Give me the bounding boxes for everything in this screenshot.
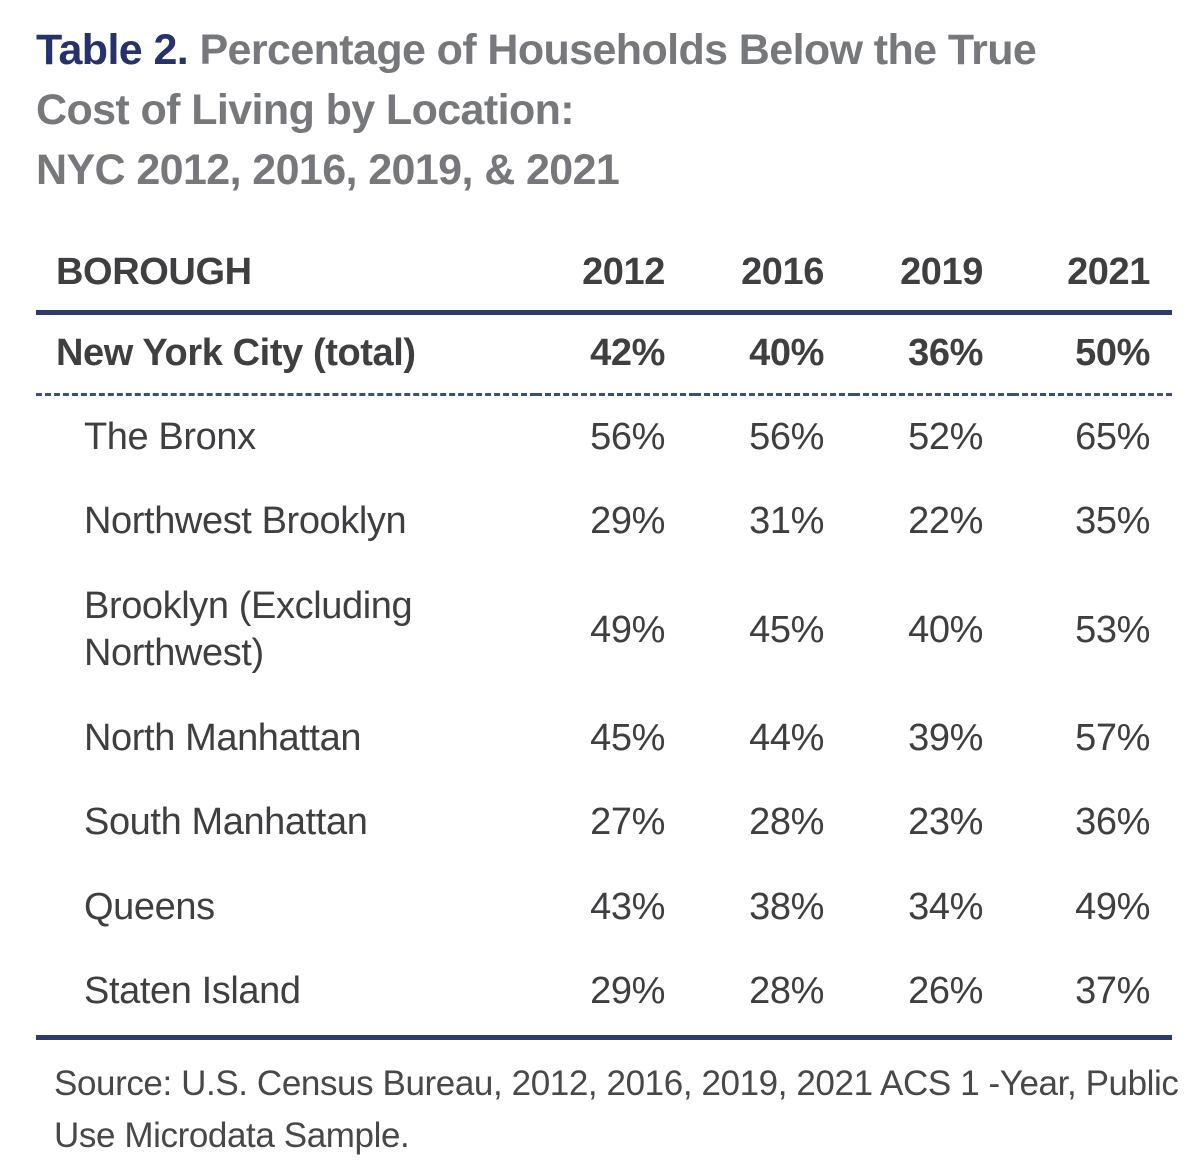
table-row-brooklyn-excluding-northwest: Brooklyn (Excluding Northwest) 49% 45% 4… [36, 565, 1172, 697]
true-cost-of-living-table: BOROUGH 2012 2016 2019 2021 New York Cit… [36, 246, 1172, 1040]
value-cell: 45% [749, 608, 824, 651]
value-cell: 31% [749, 500, 824, 543]
borough-cell: New York City (total) [36, 312, 536, 396]
value-cell: 43% [590, 885, 665, 928]
source-note-line1: Source: U.S. Census Bureau, 2012, 2016, … [54, 1063, 1179, 1103]
column-header-2019: 2019 [854, 246, 1013, 315]
value-cell: 34% [908, 885, 983, 928]
table-title-line3: NYC 2012, 2016, 2019, & 2021 [36, 146, 620, 195]
value-cell: 50% [1013, 312, 1172, 396]
value-cell: 40% [695, 312, 854, 396]
column-header-borough: BOROUGH [36, 246, 536, 315]
borough-cell: The Bronx [84, 415, 256, 458]
borough-cell: Northwest Brooklyn [84, 500, 407, 543]
value-cell: 56% [749, 415, 824, 458]
report-table-figure: Table 2. Percentage of Households Below … [36, 20, 1179, 1155]
table-title-number: Table 2. [36, 26, 189, 74]
table-row-south-manhattan: South Manhattan 27% 28% 23% 36% [36, 781, 1172, 866]
table-row-north-manhattan: North Manhattan 45% 44% 39% 57% [36, 697, 1172, 782]
value-cell: 36% [854, 312, 1013, 396]
value-cell: 27% [590, 801, 665, 844]
table-title: Table 2. Percentage of Households Below … [36, 20, 1172, 201]
value-cell: 35% [1075, 500, 1150, 543]
value-cell: 44% [749, 716, 824, 759]
borough-cell: South Manhattan [84, 801, 368, 844]
borough-cell: Queens [84, 885, 215, 928]
column-header-2016: 2016 [695, 246, 854, 315]
borough-cell: North Manhattan [84, 716, 362, 759]
table-row-the-bronx: The Bronx 56% 56% 52% 65% [36, 394, 1172, 480]
table-row-queens: Queens 43% 38% 34% 49% [36, 866, 1172, 951]
value-cell: 26% [854, 950, 1013, 1040]
value-cell: 49% [590, 608, 665, 651]
table-row-staten-island: Staten Island 29% 28% 26% 37% [36, 950, 1172, 1040]
value-cell: 57% [1075, 716, 1150, 759]
table-row-nyc-total: New York City (total) 42% 40% 36% 50% [36, 312, 1172, 396]
value-cell: 23% [908, 801, 983, 844]
value-cell: 65% [1075, 415, 1150, 458]
table-row-northwest-brooklyn: Northwest Brooklyn 29% 31% 22% 35% [36, 480, 1172, 565]
value-cell: 45% [590, 716, 665, 759]
value-cell: 36% [1075, 801, 1150, 844]
value-cell: 56% [590, 415, 665, 458]
column-header-2021: 2021 [1013, 246, 1172, 315]
source-note: Source: U.S. Census Bureau, 2012, 2016, … [36, 1058, 1179, 1163]
value-cell: 53% [1075, 608, 1150, 651]
value-cell: 38% [749, 885, 824, 928]
source-note-line2: Use Microdata Sample. [54, 1116, 410, 1156]
value-cell: 52% [908, 415, 983, 458]
value-cell: 49% [1075, 885, 1150, 928]
value-cell: 37% [1013, 950, 1172, 1040]
header-row: BOROUGH 2012 2016 2019 2021 [36, 246, 1172, 315]
column-header-2012: 2012 [536, 246, 695, 315]
borough-cell: Brooklyn (Excluding Northwest) [84, 584, 413, 675]
value-cell: 22% [908, 500, 983, 543]
value-cell: 28% [749, 801, 824, 844]
table-title-line2: Cost of Living by Location: [36, 86, 575, 135]
value-cell: 29% [536, 950, 695, 1040]
value-cell: 39% [908, 716, 983, 759]
value-cell: 40% [908, 608, 983, 651]
value-cell: 42% [536, 312, 695, 396]
value-cell: 29% [590, 500, 665, 543]
table-title-line1: Percentage of Households Below the True [188, 26, 1037, 74]
value-cell: 28% [695, 950, 854, 1040]
borough-cell: Staten Island [36, 950, 536, 1040]
